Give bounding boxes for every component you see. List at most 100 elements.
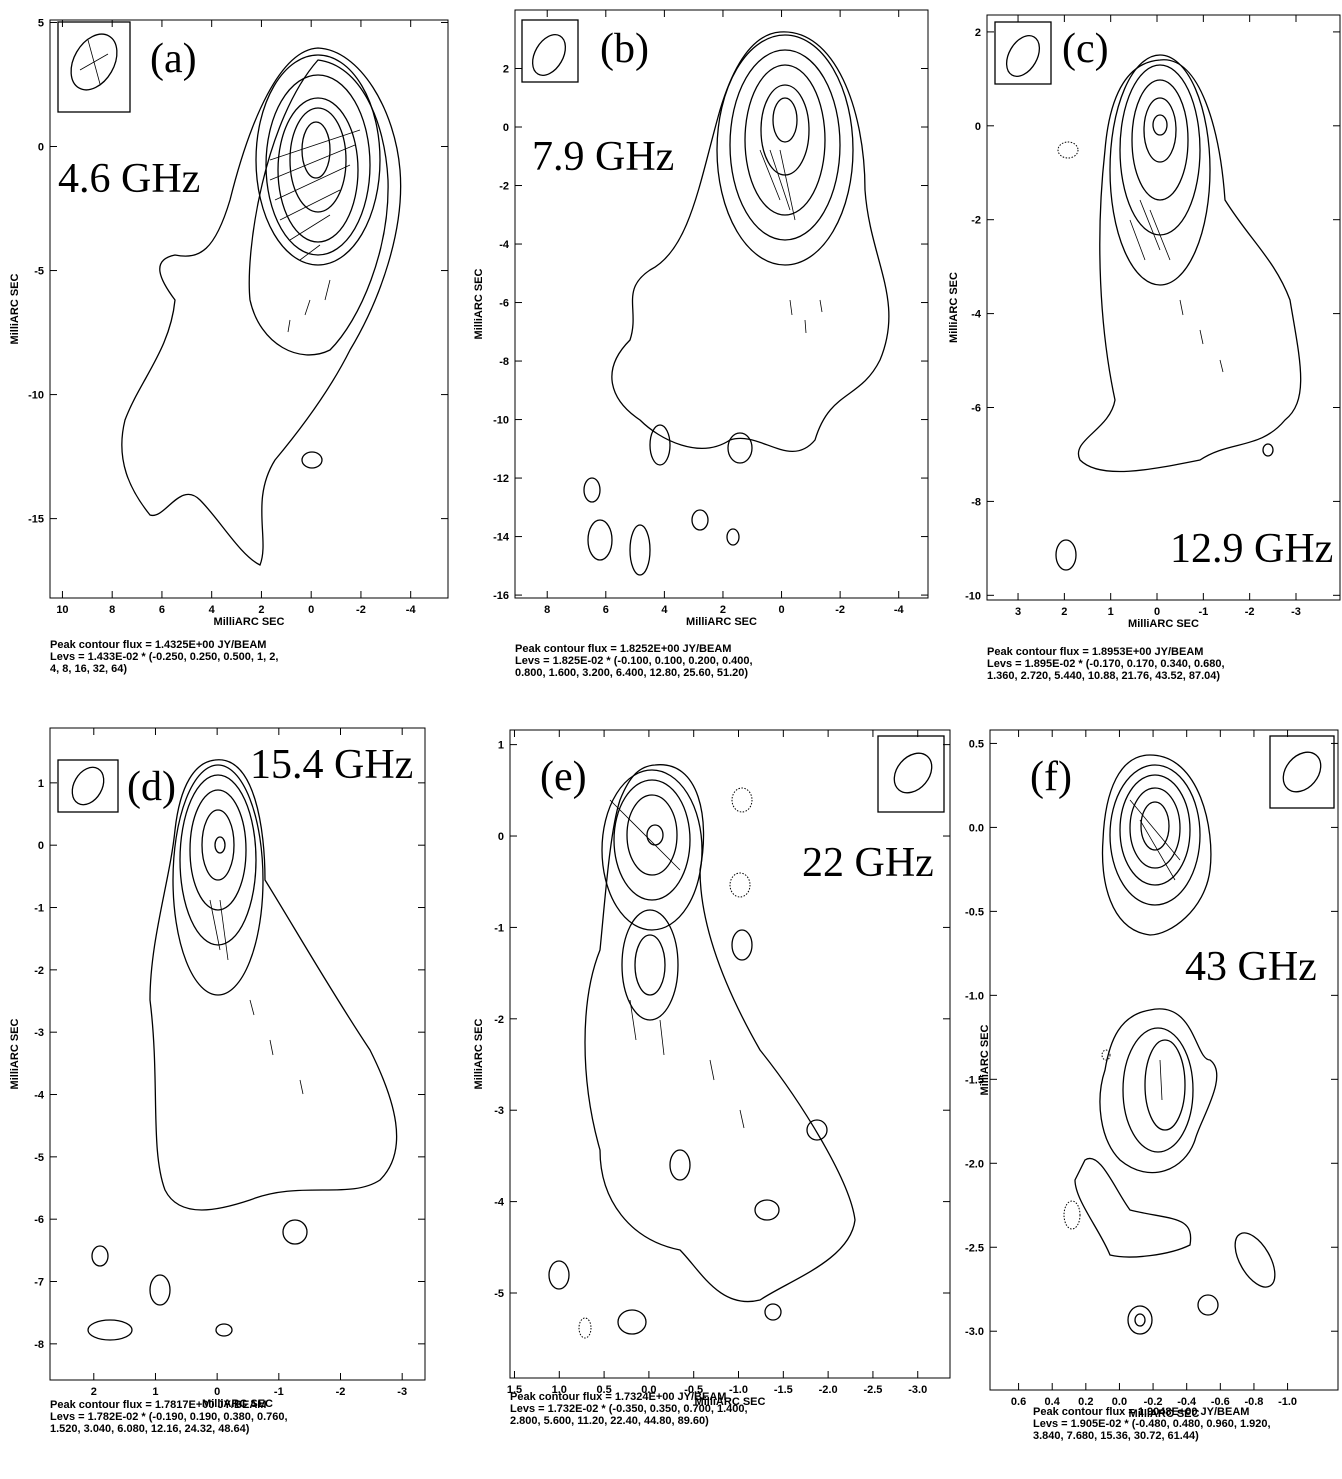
y-tick-label: -6 — [971, 403, 981, 415]
x-tick-label: -0.6 — [1211, 1396, 1230, 1408]
x-tick-label: 0 — [214, 1386, 220, 1398]
y-tick-label: 0.5 — [969, 738, 984, 750]
y-tick-label: -3 — [494, 1105, 504, 1117]
x-tick-label: -3 — [397, 1386, 407, 1398]
x-tick-label: 8 — [109, 604, 115, 616]
y-tick-label: -6 — [499, 298, 509, 310]
y-tick-label: -1 — [34, 903, 44, 915]
y-tick-label: -10 — [965, 590, 981, 602]
footer-line: 2.800, 5.600, 11.20, 22.40, 44.80, 89.60… — [510, 1415, 709, 1427]
plot-frame — [49, 19, 449, 599]
y-tick-label: -14 — [493, 532, 510, 544]
x-tick-label: -3.0 — [908, 1384, 927, 1396]
footer-line: Levs = 1.825E-02 * (-0.100, 0.100, 0.200… — [515, 655, 753, 667]
x-tick-label: 2 — [1061, 606, 1067, 618]
frequency-label: 4.6 GHz — [58, 156, 200, 202]
y-tick-label: -12 — [493, 473, 509, 485]
y-tick-label: 0 — [38, 142, 44, 154]
x-tick-label: 0 — [308, 604, 314, 616]
y-axis-label: MilliARC SEC — [9, 1019, 21, 1090]
plot-frame — [49, 727, 426, 1381]
y-tick-label: 0 — [975, 121, 981, 133]
footer-line: Peak contour flux = 1.7324E+00 JY/BEAM — [510, 1391, 726, 1403]
plot-frame — [989, 729, 1339, 1391]
x-tick-label: -2 — [835, 604, 845, 616]
frequency-label: 43 GHz — [1185, 944, 1317, 990]
y-tick-label: -5 — [494, 1288, 504, 1300]
x-tick-label: 0 — [1154, 606, 1160, 618]
x-tick-label: -2 — [1245, 606, 1255, 618]
footer-line: 1.360, 2.720, 5.440, 10.88, 21.76, 43.52… — [987, 670, 1220, 682]
footer-line: Peak contour flux = 1.8252E+00 JY/BEAM — [515, 643, 731, 655]
footer-line: Peak contour flux = 1.9048E+00 JY/BEAM — [1033, 1406, 1249, 1418]
x-tick-label: 2 — [91, 1386, 97, 1398]
x-tick-label: 10 — [56, 604, 68, 616]
x-tick-label: -2 — [356, 604, 366, 616]
y-tick-label: -1.5 — [965, 1074, 984, 1086]
y-tick-label: -2.0 — [965, 1158, 984, 1170]
y-tick-label: 2 — [975, 27, 981, 39]
y-axis-label: MilliARC SEC — [948, 272, 960, 343]
x-tick-label: 0.2 — [1078, 1396, 1093, 1408]
y-axis-label: MilliARC SEC — [473, 269, 485, 340]
x-tick-label: 4 — [209, 604, 216, 616]
y-tick-label: -15 — [28, 514, 44, 526]
y-tick-label: -2 — [971, 215, 981, 227]
y-tick-label: -0.5 — [965, 906, 984, 918]
frequency-label: 12.9 GHz — [1170, 526, 1333, 572]
x-tick-label: -1 — [274, 1386, 284, 1398]
y-tick-label: 5 — [38, 17, 44, 29]
y-axis-label: MilliARC SEC — [979, 1025, 991, 1096]
x-tick-label: -4 — [406, 604, 417, 616]
x-tick-label: 4 — [661, 604, 668, 616]
y-tick-label: -2 — [494, 1014, 504, 1026]
frequency-label: 15.4 GHz — [250, 742, 413, 788]
x-axis-label: MilliARC SEC — [202, 1398, 273, 1410]
x-tick-label: 6 — [603, 604, 609, 616]
x-axis-label: MilliARC SEC — [695, 1396, 766, 1408]
x-tick-label: -0.5 — [684, 1384, 703, 1396]
x-tick-label: 1.0 — [552, 1384, 567, 1396]
footer-line: 1.520, 3.040, 6.080, 12.16, 24.32, 48.64… — [50, 1423, 250, 1435]
panel-label: (f) — [1030, 754, 1072, 800]
x-axis-label: MilliARC SEC — [214, 616, 285, 628]
x-tick-label: -0.4 — [1177, 1396, 1197, 1408]
y-axis-label: MilliARC SEC — [9, 274, 21, 345]
x-tick-label: -2.0 — [819, 1384, 838, 1396]
x-tick-label: -3 — [1291, 606, 1301, 618]
x-tick-label: -2 — [336, 1386, 346, 1398]
plot-frame — [509, 729, 951, 1379]
footer-line: Peak contour flux = 1.4325E+00 JY/BEAM — [50, 639, 266, 651]
footer-line: 3.840, 7.680, 15.36, 30.72, 61.44) — [1033, 1430, 1199, 1442]
panel-label: (e) — [540, 754, 587, 800]
x-tick-label: 0.4 — [1045, 1396, 1061, 1408]
x-tick-label: -1 — [1198, 606, 1208, 618]
y-tick-label: -2.5 — [965, 1242, 984, 1254]
contours — [57, 19, 1335, 1341]
y-tick-label: -2 — [34, 965, 44, 977]
x-tick-label: -1.0 — [729, 1384, 748, 1396]
x-tick-label: 0.0 — [641, 1384, 656, 1396]
frequency-label: 22 GHz — [802, 840, 934, 886]
y-tick-label: -4 — [971, 309, 982, 321]
y-tick-label: 2 — [503, 64, 509, 76]
y-tick-label: -6 — [34, 1214, 44, 1226]
y-tick-label: -10 — [28, 390, 44, 402]
y-tick-label: -3.0 — [965, 1326, 984, 1338]
footer-line: Levs = 1.433E-02 * (-0.250, 0.250, 0.500… — [50, 651, 278, 663]
y-tick-label: -5 — [34, 1152, 44, 1164]
x-tick-label: 1 — [152, 1386, 158, 1398]
x-tick-label: 1 — [1108, 606, 1114, 618]
y-tick-label: -7 — [34, 1277, 44, 1289]
plot-frame — [514, 9, 929, 599]
x-tick-label: 0 — [778, 604, 784, 616]
x-tick-label: -0.8 — [1244, 1396, 1263, 1408]
y-tick-label: 0 — [498, 831, 504, 843]
panel-label: (d) — [127, 764, 176, 810]
panel-label: (c) — [1062, 26, 1109, 72]
y-tick-label: -1 — [494, 922, 504, 934]
panel-label: (b) — [600, 26, 649, 72]
y-tick-label: -4 — [494, 1197, 505, 1209]
y-tick-label: -1.0 — [965, 990, 984, 1002]
x-tick-label: -2.5 — [863, 1384, 882, 1396]
